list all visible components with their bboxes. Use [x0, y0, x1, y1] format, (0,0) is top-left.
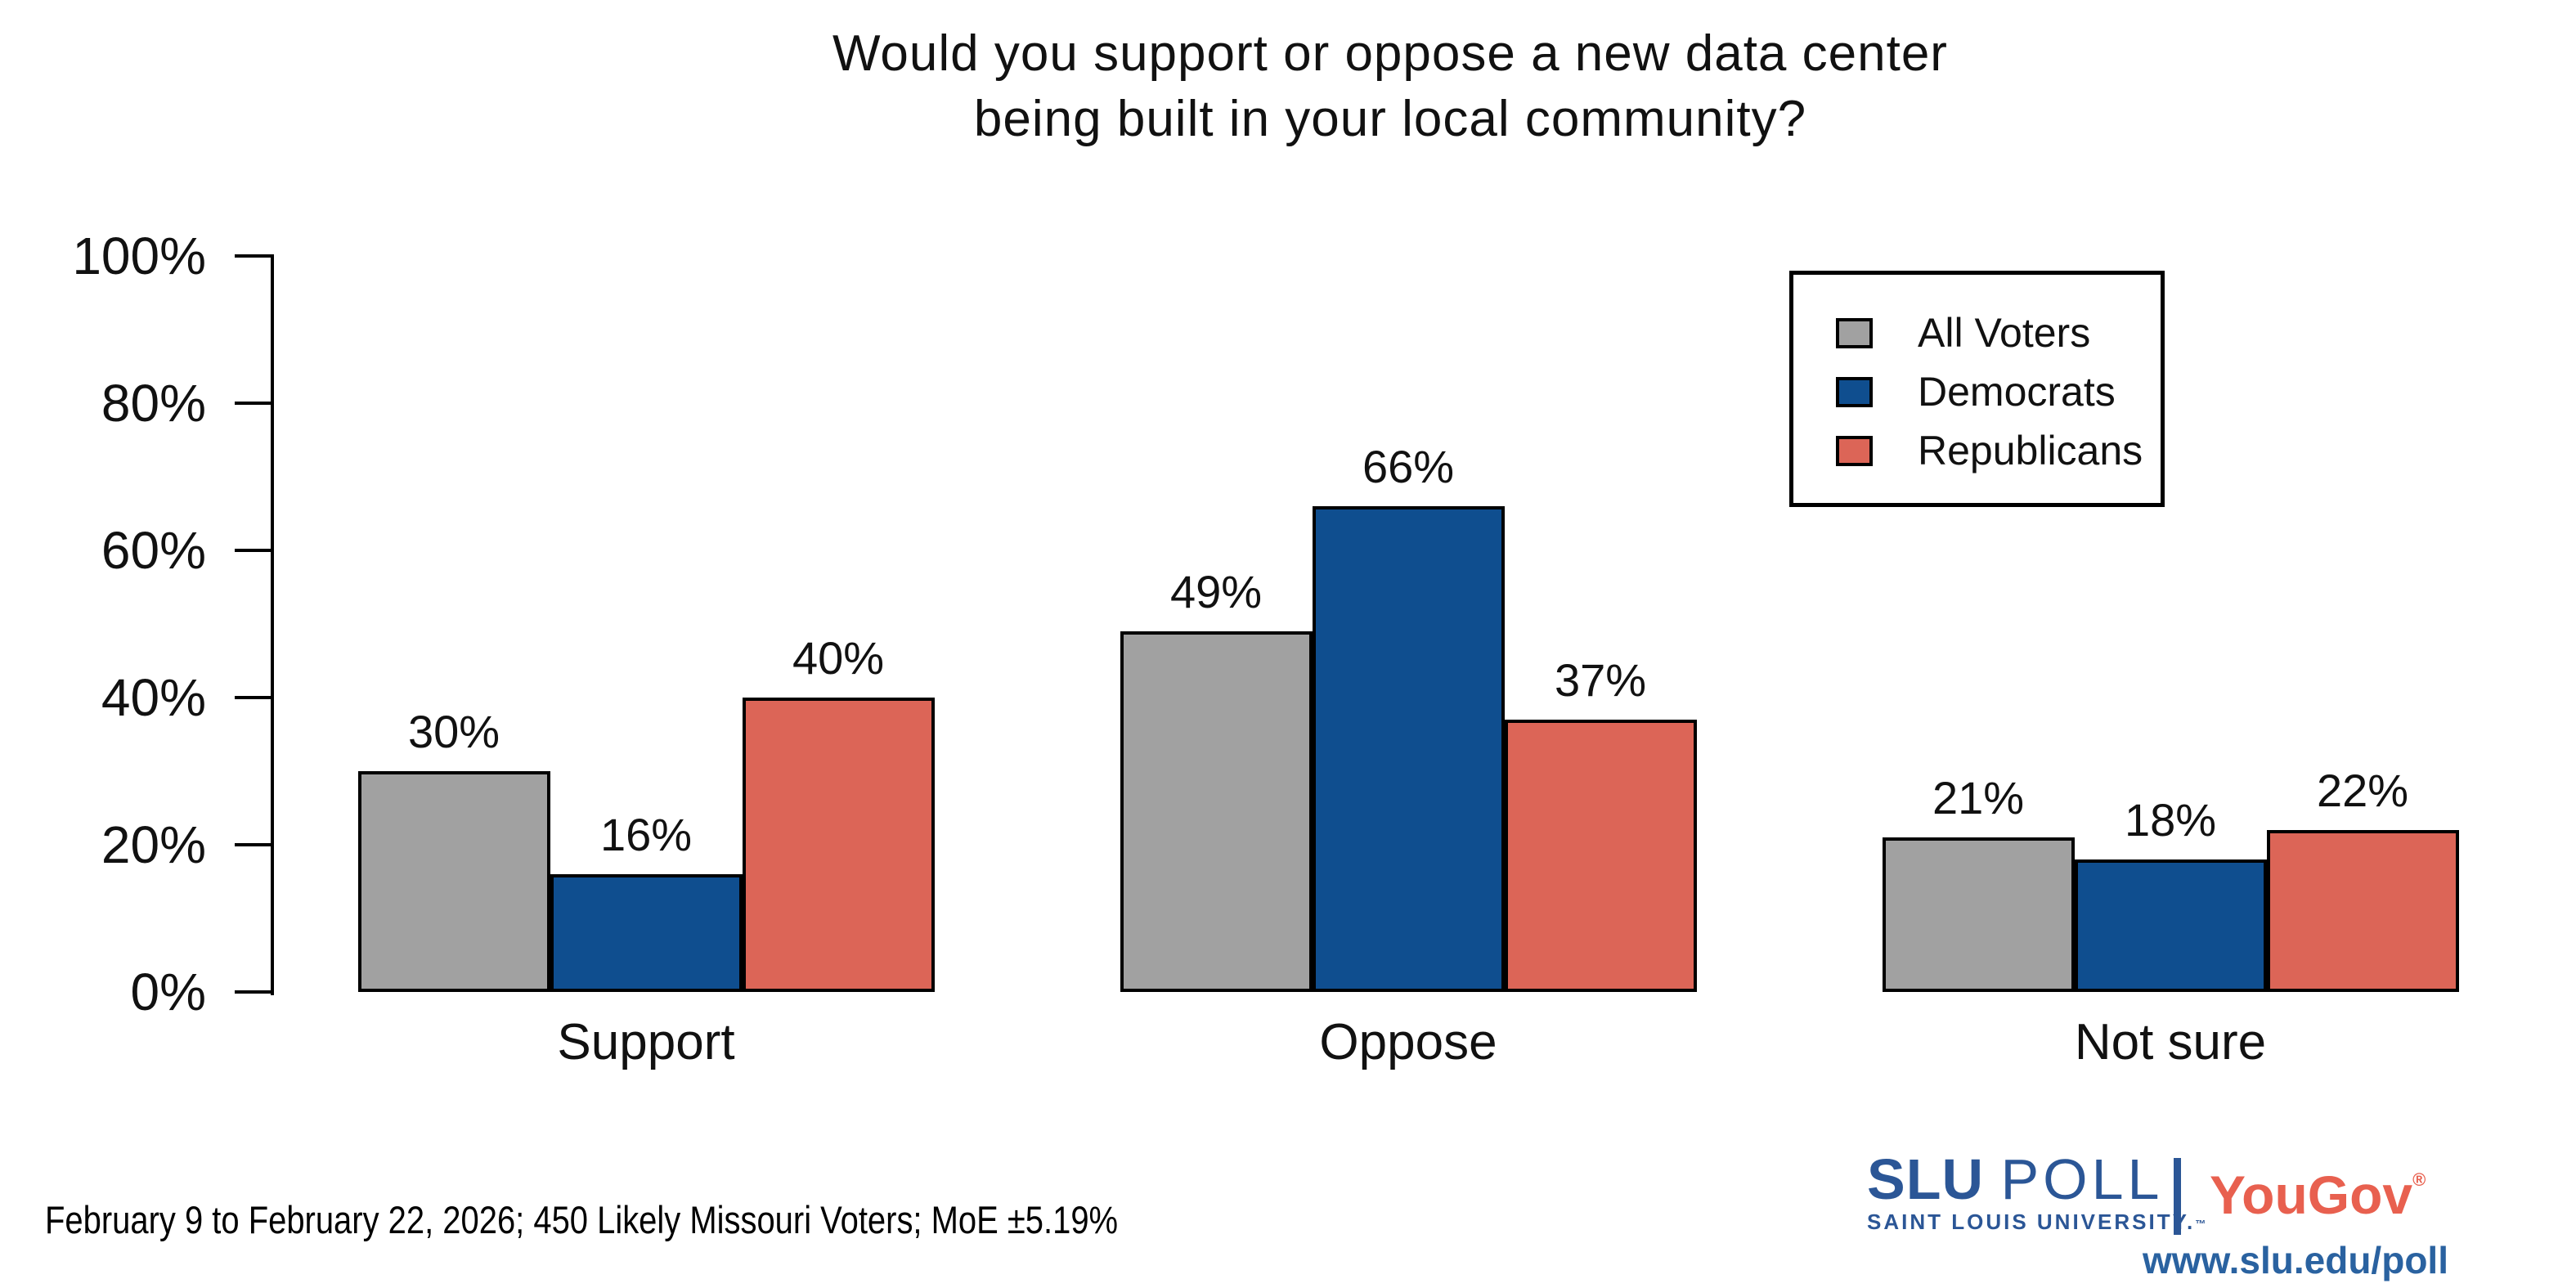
chart-title-line2: being built in your local community?	[973, 91, 1807, 147]
bar-value-label: 16%	[599, 809, 693, 860]
bar-value-label: 18%	[2124, 794, 2217, 846]
legend-label-republicans: Republicans	[1918, 428, 2143, 473]
y-axis-tick-label: 40%	[101, 668, 206, 727]
y-axis-tick	[235, 990, 274, 994]
registered-symbol: ®	[2412, 1169, 2426, 1190]
university-text: SAINT LOUIS UNIVERSITY.	[1867, 1209, 2196, 1234]
bar-oppose-all-voters	[1120, 631, 1313, 992]
legend: All Voters Democrats Republicans	[1789, 271, 2165, 507]
bar-oppose-republicans	[1504, 720, 1697, 992]
y-axis-tick-label: 100%	[72, 227, 206, 285]
legend-swatch-republicans	[1836, 436, 1873, 466]
y-axis-tick	[235, 696, 274, 699]
bar-value-label: 40%	[792, 632, 885, 684]
logo-separator	[2174, 1158, 2181, 1235]
legend-swatch-democrats	[1836, 377, 1873, 407]
bar-value-label: 22%	[2316, 765, 2409, 816]
category-label-support: Support	[557, 1014, 735, 1070]
bar-support-all-voters	[357, 771, 550, 992]
y-axis-tick	[235, 402, 274, 405]
bar-value-label: 30%	[407, 706, 500, 757]
bar-not-sure-democrats	[2074, 859, 2267, 992]
bar-not-sure-republicans	[2266, 830, 2459, 992]
trademark-symbol: ™	[2195, 1218, 2206, 1230]
slu-poll-logo: SLU POLL SAINT LOUIS UNIVERSITY.™	[1867, 1150, 2206, 1236]
y-axis-tick-label: 60%	[101, 521, 206, 580]
chart-title-line1: Would you support or oppose a new data c…	[832, 25, 1948, 82]
bar-value-label: 37%	[1554, 654, 1647, 706]
slu-poll-url: www.slu.edu/poll	[2143, 1239, 2448, 1281]
y-axis-tick-label: 80%	[101, 374, 206, 433]
legend-swatch-all-voters	[1836, 318, 1873, 348]
y-axis-tick	[235, 254, 274, 258]
bar-value-label: 21%	[1932, 772, 2025, 824]
chart-title: Would you support or oppose a new data c…	[204, 21, 2576, 152]
y-axis-line	[271, 256, 274, 995]
footnote: February 9 to February 22, 2026; 450 Lik…	[45, 1198, 1119, 1241]
bar-value-label: 49%	[1169, 566, 1263, 617]
saint-louis-university-text: SAINT LOUIS UNIVERSITY.™	[1867, 1210, 2206, 1236]
bar-support-republicans	[742, 698, 935, 992]
legend-label-all-voters: All Voters	[1918, 310, 2091, 356]
category-label-oppose: Oppose	[1319, 1014, 1497, 1070]
y-axis-tick-label: 0%	[130, 963, 207, 1021]
y-axis-tick-label: 20%	[101, 815, 206, 874]
yougov-text: YouGov	[2210, 1165, 2413, 1225]
slu-text: SLU	[1867, 1147, 1984, 1211]
poll-text: POLL	[2000, 1147, 2164, 1211]
bar-not-sure-all-voters	[1882, 837, 2075, 992]
legend-label-democrats: Democrats	[1918, 369, 2116, 415]
bar-support-democrats	[550, 874, 743, 992]
y-axis-tick	[235, 549, 274, 552]
bar-oppose-democrats	[1312, 506, 1505, 992]
y-axis-tick	[235, 843, 274, 846]
yougov-logo: YouGov®	[2210, 1151, 2426, 1223]
category-label-not-sure: Not sure	[2074, 1014, 2267, 1070]
slu-poll-wordmark: SLU POLL	[1867, 1150, 2206, 1209]
bar-value-label: 66%	[1362, 441, 1455, 492]
